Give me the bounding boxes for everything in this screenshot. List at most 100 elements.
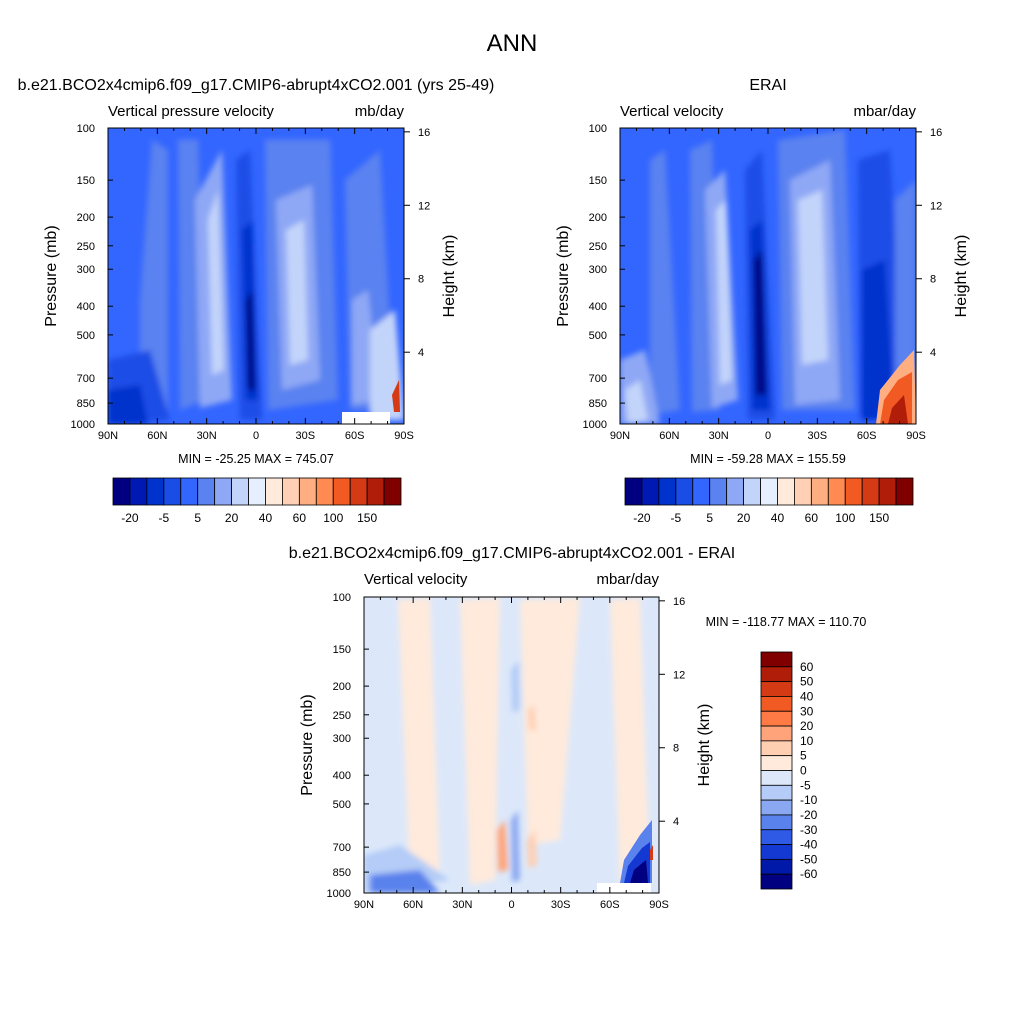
colorbar-label: -20 bbox=[633, 511, 651, 525]
x-tick-label: 90S bbox=[649, 899, 669, 911]
colorbar-swatch bbox=[298, 477, 317, 506]
y-tick-label: 400 bbox=[333, 770, 351, 782]
colorbar-swatch bbox=[760, 755, 793, 771]
axes-panel-2: 90N 60N 30N 0 30S 60S 90S 100 150 200 250 300 400 500… bbox=[555, 123, 970, 525]
panel-right-string: mb/day bbox=[355, 103, 405, 120]
y-right-tick-label: 4 bbox=[673, 816, 679, 828]
colorbar-swatch bbox=[844, 477, 863, 506]
x-tick-label: 30N bbox=[197, 430, 217, 442]
colorbar-swatch bbox=[231, 477, 249, 506]
y-tick-label: 100 bbox=[333, 592, 351, 604]
stats-readout: MIN = -25.25 MAX = 745.07 bbox=[178, 452, 334, 466]
colorbar-label: 150 bbox=[357, 511, 377, 525]
colorbar-swatch bbox=[197, 477, 216, 506]
colorbar-swatch bbox=[895, 477, 914, 506]
colorbar-label: 0 bbox=[800, 764, 807, 778]
y-tick-label: 700 bbox=[589, 373, 607, 385]
y-tick-label: 300 bbox=[589, 264, 607, 276]
panel-difference: b.e21.BCO2x4cmip6.f09_g17.CMIP6-abrupt4x… bbox=[289, 545, 867, 894]
panel-title: b.e21.BCO2x4cmip6.f09_g17.CMIP6-abrupt4x… bbox=[18, 77, 495, 94]
colorbar-label: 5 bbox=[706, 511, 713, 525]
x-tick-label: 30S bbox=[296, 430, 316, 442]
colorbar-swatch bbox=[760, 651, 793, 668]
y-right-tick-label: 12 bbox=[673, 669, 685, 681]
y-tick-label: 150 bbox=[333, 644, 351, 656]
x-tick-label: 60N bbox=[403, 899, 423, 911]
colorbar-swatch bbox=[332, 477, 351, 506]
colorbar-swatch bbox=[760, 829, 793, 845]
colorbar-swatch bbox=[760, 710, 793, 727]
y-tick-label: 400 bbox=[589, 301, 607, 313]
colorbar-swatch bbox=[777, 477, 795, 506]
colorbar-swatch bbox=[810, 477, 829, 506]
colorbar-swatch bbox=[163, 477, 182, 506]
panel-model: b.e21.BCO2x4cmip6.f09_g17.CMIP6-abrupt4x… bbox=[18, 77, 495, 425]
colorbar-label: 50 bbox=[800, 675, 814, 689]
y-tick-label: 1000 bbox=[71, 419, 95, 431]
x-tick-label: 60N bbox=[147, 430, 167, 442]
figure-title: ANN bbox=[486, 30, 538, 57]
y-tick-label: 100 bbox=[589, 123, 607, 135]
colorbar-swatch bbox=[760, 770, 793, 786]
colorbar-label: -50 bbox=[800, 852, 818, 866]
colorbar-label: -5 bbox=[800, 778, 811, 792]
colorbar-swatch bbox=[214, 477, 232, 506]
x-tick-label: 90N bbox=[610, 430, 630, 442]
colorbar-swatch bbox=[315, 477, 334, 506]
colorbar-swatch bbox=[675, 477, 694, 506]
colorbar-label: 40 bbox=[259, 511, 273, 525]
colorbar-swatch bbox=[878, 477, 897, 506]
colorbar-label: -30 bbox=[800, 823, 818, 837]
colorbar-swatch bbox=[112, 477, 131, 506]
x-tick-label: 90N bbox=[354, 899, 374, 911]
y-tick-label: 1000 bbox=[583, 419, 607, 431]
colorbar-label: -20 bbox=[121, 511, 139, 525]
y-tick-label: 1000 bbox=[327, 888, 351, 900]
y-tick-label: 100 bbox=[77, 123, 95, 135]
x-tick-label: 0 bbox=[253, 430, 259, 442]
x-tick-label: 30N bbox=[709, 430, 729, 442]
contour-field bbox=[620, 128, 916, 424]
y-tick-label: 400 bbox=[77, 301, 95, 313]
y-right-tick-label: 8 bbox=[673, 743, 679, 755]
y-tick-label: 250 bbox=[77, 241, 95, 253]
colorbar-swatch bbox=[827, 477, 846, 506]
colorbar-label: 20 bbox=[800, 719, 814, 733]
colorbar-label: -10 bbox=[800, 793, 818, 807]
colorbar-swatch bbox=[129, 477, 148, 506]
colorbar-swatch bbox=[282, 477, 300, 506]
y-tick-label: 300 bbox=[333, 733, 351, 745]
colorbar-label: 5 bbox=[194, 511, 201, 525]
colorbar-swatch bbox=[760, 666, 793, 683]
colorbar-label: 60 bbox=[293, 511, 307, 525]
y-right-axis-label: Height (km) bbox=[696, 704, 713, 787]
y-right-tick-label: 16 bbox=[418, 127, 430, 139]
x-tick-label: 90S bbox=[906, 430, 926, 442]
y-right-tick-label: 12 bbox=[418, 200, 430, 212]
colorbar: -20 -5 5 20 40 60 100 150 bbox=[112, 477, 402, 525]
x-tick-label: 60S bbox=[345, 430, 365, 442]
x-tick-label: 0 bbox=[765, 430, 771, 442]
colorbar-swatch bbox=[760, 799, 793, 816]
colorbar-swatch bbox=[146, 477, 165, 506]
axes-panel-1: 90N 60N 30N 0 30S 60S 90S 100 150 200 250 300 400 500… bbox=[43, 123, 458, 525]
stats-readout: MIN = -118.77 MAX = 110.70 bbox=[706, 615, 867, 629]
panel-title: b.e21.BCO2x4cmip6.f09_g17.CMIP6-abrupt4x… bbox=[289, 545, 735, 562]
colorbar-swatch bbox=[760, 873, 793, 890]
y-tick-label: 500 bbox=[589, 330, 607, 342]
x-tick-label: 90S bbox=[394, 430, 414, 442]
colorbar-label: 100 bbox=[835, 511, 855, 525]
colorbar-swatch bbox=[658, 477, 677, 506]
colorbar-swatch bbox=[692, 477, 711, 506]
x-tick-label: 60S bbox=[600, 899, 620, 911]
colorbar-swatch bbox=[760, 725, 793, 742]
panel-erai: ERAI Vertical velocity mbar/day bbox=[619, 77, 917, 425]
y-tick-label: 700 bbox=[333, 842, 351, 854]
y-axis-label: Pressure (mb) bbox=[43, 225, 60, 326]
x-tick-label: 0 bbox=[508, 899, 514, 911]
colorbar-swatch bbox=[265, 477, 283, 506]
colorbar-swatch bbox=[794, 477, 812, 506]
colorbar-label: 5 bbox=[800, 749, 807, 763]
x-tick-label: 60N bbox=[659, 430, 679, 442]
